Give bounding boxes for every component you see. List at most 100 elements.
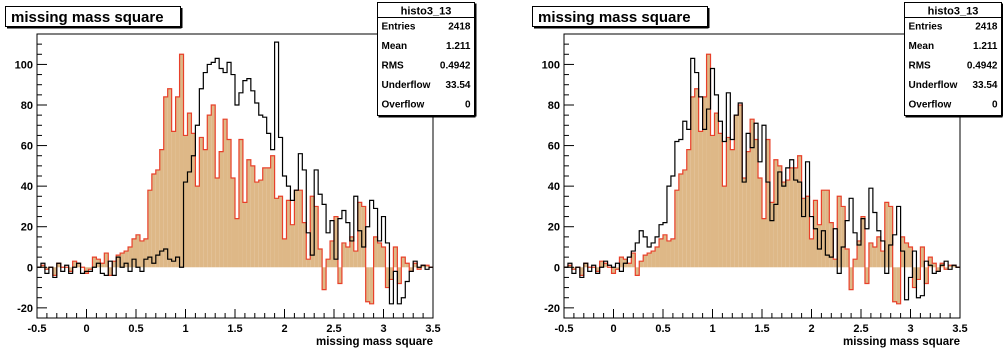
histogram-bin [801,198,806,268]
histogram-bin [595,267,600,272]
histogram-bin [659,238,663,268]
histogram-bin [920,247,925,268]
stats-box [377,2,475,116]
histogram-bin [246,159,251,268]
histogram-bin [678,173,683,268]
histogram-bin [635,267,640,276]
histogram-bin [227,139,232,268]
series-filled [37,53,433,305]
histogram-bin [167,88,172,268]
x-tick-label: 2.5 [853,323,868,335]
stats-row-label: Overflow [909,100,952,111]
x-tick-label: 0 [83,323,89,335]
x-axis-label: missing mass square [843,336,960,348]
histogram-bin [104,253,109,268]
histogram-bin [44,267,49,270]
histogram-bin [159,149,164,268]
histogram-bin [425,265,430,268]
histogram-bin [571,267,576,270]
histogram-bin [219,151,224,268]
histogram-bin [179,54,184,268]
stats-row-value: 0 [465,100,471,111]
histogram-bin [290,224,295,268]
series-filled-outline [564,53,960,305]
histogram-bin [789,167,794,268]
histogram-bin [417,267,422,270]
histogram-bin [797,155,802,268]
y-tick-label: -20 [544,303,560,315]
histogram-bin [567,265,572,268]
histogram-bin [892,267,897,302]
histogram-bin [876,236,881,268]
histogram-bin [139,240,144,268]
histogram-bin [639,261,644,268]
histogram-bin [579,267,584,276]
x-tick-label: 0.5 [128,323,143,335]
histogram-bin [849,267,854,290]
histogram-bin [318,249,323,268]
histogram-bin [373,236,378,268]
histogram-bin [242,202,247,268]
histogram-bin [742,178,747,268]
histogram-bin [203,149,208,268]
y-tick-label: 100 [542,59,560,71]
histogram-bin [857,240,861,268]
histogram-bin [270,155,275,268]
stats-name: histo3_13 [401,6,452,18]
y-tick-label: 20 [548,222,560,234]
x-tick-label: 1 [709,323,715,335]
histogram-bin [211,105,216,268]
histogram-bin [258,180,263,268]
histogram-bin [294,190,299,268]
stats-row-label: Entries [909,22,943,33]
x-tick-label: 0 [610,323,616,335]
histogram-bin [191,133,196,268]
histogram-bin [72,261,77,268]
x-tick-label: -0.5 [555,323,574,335]
x-tick-label: 2.5 [326,323,341,335]
histogram-bin [155,169,160,268]
stats-row-value: 0 [992,100,998,111]
y-tick-label: 40 [21,181,33,193]
histogram-bin [750,119,755,268]
histogram-bin [758,178,762,268]
histogram-bin [821,190,826,268]
chart-panel-right: -0.5 0 0.5 1 1.5 2 2.5 3 3.5 -20 0 20 40 60 80 100 missi… [527,0,1003,348]
histogram-bin [88,267,93,270]
histogram-bin [183,135,188,268]
stats-row-label: RMS [909,61,932,72]
series-outline-line [37,41,433,305]
histogram-bin [769,202,774,268]
y-tick-label: 100 [15,59,33,71]
histogram-bin [235,218,239,268]
histogram-bin [718,133,723,268]
histogram-bin [207,115,212,268]
y-tick-label: 80 [21,100,33,112]
histogram-bin [250,165,255,268]
histogram-bin [231,178,235,268]
histogram-bin [583,263,588,268]
histogram-bin [829,222,834,268]
histogram-bin [936,267,941,272]
histogram-bin [175,96,180,268]
chart-panel-left: -0.5 0 0.5 1 1.5 2 2.5 3 3.5 -20 0 20 40 60 80 100 missi… [0,0,501,348]
histogram-bin [864,267,869,284]
histogram-bin [357,202,362,268]
histogram-bin [805,196,810,268]
histogram-bin [199,137,204,268]
histogram-bin [215,178,220,268]
histogram-bin [765,139,770,268]
histogram-bin [722,186,727,268]
histogram-bin [734,115,739,268]
histogram-bin [421,265,426,268]
histogram-bin [337,267,342,284]
y-tick-label: 0 [27,262,33,274]
histogram-bin [56,263,61,268]
histogram-bin [326,259,331,268]
y-tick-label: 20 [21,222,33,234]
histogram-bin [223,119,228,268]
histogram-bin [393,247,398,268]
stats-row-value: 1.211 [446,41,471,52]
histogram-bin [286,200,291,268]
stats-row-value: 33.54 [972,80,997,91]
